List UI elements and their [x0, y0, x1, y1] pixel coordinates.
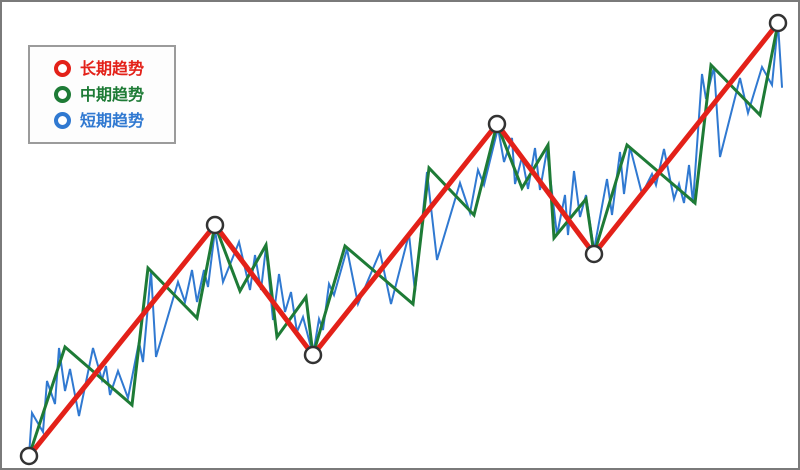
trend-turning-point-marker — [584, 244, 604, 264]
trend-turning-point-marker — [205, 215, 225, 235]
legend-item-long-term: 长期趋势 — [54, 60, 174, 77]
trend-turning-point-marker — [768, 13, 788, 33]
legend-item-mid-term: 中期趋势 — [54, 86, 174, 103]
long-term-trend-line — [26, 20, 781, 459]
legend-item-label: 长期趋势 — [80, 58, 145, 78]
trend-turning-point-marker — [303, 345, 323, 365]
short-term-ring-icon — [54, 112, 71, 129]
long-term-ring-icon — [54, 60, 71, 77]
trend-turning-point-marker — [19, 446, 39, 466]
legend-item-label: 短期趋势 — [80, 110, 145, 130]
legend: 长期趋势 中期趋势 短期趋势 — [28, 45, 176, 144]
legend-item-label: 中期趋势 — [80, 84, 145, 104]
legend-item-short-term: 短期趋势 — [54, 112, 174, 129]
mid-term-trend-line — [27, 21, 780, 458]
trend-turning-point-marker — [487, 114, 507, 134]
mid-term-ring-icon — [54, 86, 71, 103]
